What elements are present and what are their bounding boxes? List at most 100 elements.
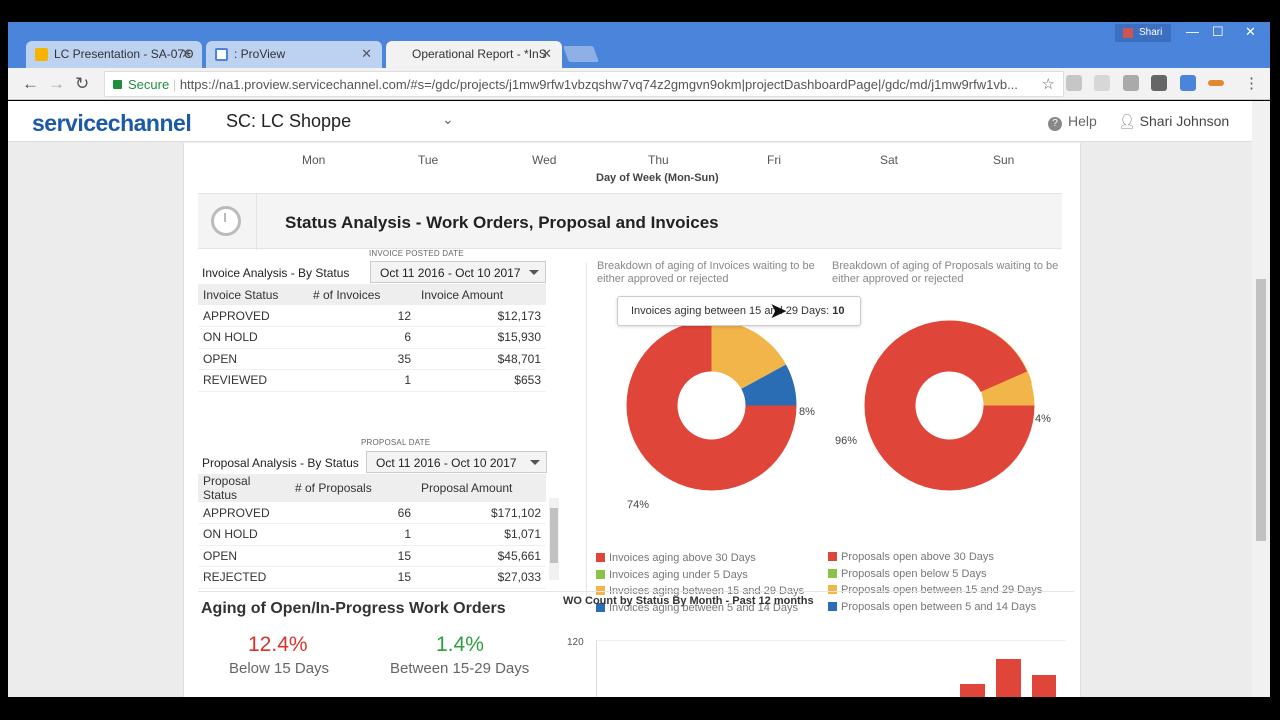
menu-icon[interactable]: ⋮ bbox=[1244, 75, 1259, 92]
site-selector[interactable]: SC: LC Shoppe bbox=[226, 111, 352, 131]
tab-operational-report[interactable]: Operational Report - *InS ✕ bbox=[386, 41, 562, 68]
y-axis bbox=[596, 640, 597, 697]
user-name: Shari Johnson bbox=[1139, 113, 1230, 129]
maximize-icon[interactable]: ☐ bbox=[1212, 24, 1224, 39]
table-row[interactable]: OPEN 15 $45,661 bbox=[198, 545, 546, 567]
legend-item[interactable]: Invoices aging under 5 Days bbox=[596, 569, 748, 581]
legend-item[interactable]: Proposals open below 5 Days bbox=[828, 568, 987, 580]
table-cell: $1,071 bbox=[416, 523, 546, 546]
table-cell: $653 bbox=[416, 369, 546, 392]
extension-icon[interactable] bbox=[1094, 75, 1110, 91]
user-icon: 👤︎ bbox=[1118, 113, 1140, 129]
invoice-table: Invoice Status # of Invoices Invoice Amo… bbox=[198, 284, 546, 392]
profile-badge[interactable]: Shari bbox=[1115, 24, 1171, 42]
table-scrollbar[interactable] bbox=[549, 498, 559, 580]
column-header[interactable]: Invoice Amount bbox=[416, 284, 546, 305]
chevron-down-icon[interactable]: ⌄ bbox=[442, 111, 454, 127]
scroll-thumb[interactable] bbox=[1256, 279, 1266, 541]
user-menu[interactable]: 👤︎ Shari Johnson bbox=[1118, 113, 1229, 130]
address-bar[interactable]: Secure | https://na1.proview.servicechan… bbox=[104, 71, 1064, 97]
below-15-value: 12.4% bbox=[248, 633, 308, 656]
extension-icon[interactable] bbox=[1151, 75, 1167, 91]
invoice-date-dropdown[interactable]: Oct 11 2016 - Oct 10 2017 bbox=[370, 261, 546, 283]
status-analysis-header: Status Analysis - Work Orders, Proposal … bbox=[198, 193, 1062, 250]
table-row[interactable]: APPROVED 66 $171,102 bbox=[198, 502, 546, 524]
extension-icon[interactable] bbox=[1123, 75, 1139, 91]
proview-icon bbox=[215, 48, 228, 61]
table-row[interactable]: APPROVED 12 $12,173 bbox=[198, 305, 546, 327]
help-link[interactable]: ? Help bbox=[1048, 113, 1097, 131]
minimize-icon[interactable]: — bbox=[1186, 24, 1199, 39]
column-header[interactable]: Invoice Status bbox=[198, 284, 308, 305]
wo-bar[interactable] bbox=[996, 659, 1021, 697]
table-cell: $15,930 bbox=[416, 326, 546, 349]
wo-bar[interactable] bbox=[960, 684, 985, 697]
donut-slice-5-14[interactable] bbox=[741, 364, 797, 406]
table-row[interactable]: OPEN 35 $48,701 bbox=[198, 348, 546, 370]
table-row[interactable]: REJECTED 15 $27,033 bbox=[198, 566, 546, 589]
legend-swatch bbox=[596, 553, 605, 562]
extension-icon[interactable] bbox=[1208, 80, 1224, 86]
legend-item[interactable]: Proposals open between 5 and 14 Days bbox=[828, 601, 1036, 613]
table-cell: ON HOLD bbox=[198, 326, 308, 349]
wo-bar[interactable] bbox=[1032, 675, 1056, 697]
chart-tooltip: Invoices aging between 15 and 29 Days: 1… bbox=[617, 296, 861, 326]
proposal-donut-chart[interactable] bbox=[862, 318, 1037, 493]
new-tab-button[interactable] bbox=[563, 46, 599, 62]
legend-item[interactable]: Invoices aging above 30 Days bbox=[596, 552, 756, 564]
weekday-tick: Wed bbox=[532, 153, 557, 167]
page-scrollbar[interactable] bbox=[1252, 101, 1270, 697]
invoice-small-pct: 8% bbox=[799, 406, 815, 418]
donut-slice-15-29[interactable] bbox=[711, 320, 787, 389]
proposal-date-dropdown[interactable]: Oct 11 2016 - Oct 10 2017 bbox=[366, 451, 547, 473]
forward-icon[interactable]: → bbox=[48, 74, 65, 93]
caption-line: Breakdown of aging of Invoices waiting t… bbox=[597, 260, 815, 272]
proposal-date-caption: PROPOSAL DATE bbox=[361, 438, 431, 447]
invoice-date-range: Oct 11 2016 - Oct 10 2017 bbox=[380, 266, 521, 280]
scroll-thumb[interactable] bbox=[550, 508, 558, 563]
clock-icon bbox=[211, 206, 241, 236]
table-row[interactable]: ON HOLD 6 $15,930 bbox=[198, 326, 546, 349]
tab-proview[interactable]: : ProView ✕ bbox=[206, 41, 382, 68]
donut-slice-15-29[interactable] bbox=[981, 376, 1035, 406]
tab-lc-presentation[interactable]: LC Presentation - SA-07Θ ✕ bbox=[26, 41, 202, 68]
weekday-tick: Thu bbox=[648, 153, 669, 167]
proposal-analysis-label: Proposal Analysis - By Status bbox=[202, 456, 359, 470]
aging-title: Aging of Open/In-Progress Work Orders bbox=[201, 600, 506, 617]
column-header[interactable]: Proposal Amount bbox=[416, 474, 546, 502]
cursor-icon: ➤ bbox=[769, 298, 788, 323]
column-header[interactable]: Proposal Status bbox=[198, 474, 290, 502]
table-cell: REVIEWED bbox=[198, 369, 308, 392]
weekday-axis-title: Day of Week (Mon-Sun) bbox=[596, 172, 719, 184]
column-header[interactable]: # of Invoices bbox=[308, 284, 416, 305]
back-icon[interactable]: ← bbox=[22, 74, 39, 93]
donut-slice-above-30[interactable] bbox=[949, 320, 1028, 392]
extension-icon[interactable] bbox=[1066, 75, 1082, 91]
invoice-donut-chart[interactable] bbox=[624, 318, 799, 493]
legend-swatch bbox=[596, 570, 605, 579]
invoice-big-pct: 74% bbox=[627, 499, 650, 511]
table-cell: ON HOLD bbox=[198, 523, 290, 546]
donut-slice-above-30[interactable] bbox=[864, 320, 1035, 491]
column-header[interactable]: # of Proposals bbox=[290, 474, 416, 502]
table-row[interactable]: REVIEWED 1 $653 bbox=[198, 369, 546, 392]
legend-item[interactable]: Proposals open above 30 Days bbox=[828, 551, 994, 563]
close-icon[interactable]: ✕ bbox=[181, 46, 192, 61]
extension-icon[interactable] bbox=[1180, 75, 1196, 91]
table-cell: 66 bbox=[290, 502, 416, 524]
bookmark-star-icon[interactable]: ☆ bbox=[1041, 76, 1055, 93]
donut-slice-above-30[interactable] bbox=[626, 320, 797, 491]
servicechannel-logo[interactable]: servicechannel bbox=[32, 110, 192, 136]
close-icon[interactable]: ✕ bbox=[541, 46, 552, 61]
legend-item[interactable]: Proposals open between 15 and 29 Days bbox=[828, 584, 1042, 596]
reload-icon[interactable]: ↻ bbox=[75, 74, 90, 93]
legend-item[interactable]: Invoices aging between 5 and 14 Days bbox=[596, 602, 798, 614]
invoice-donut-caption: Breakdown of aging of Invoices waiting t… bbox=[597, 260, 815, 286]
weekday-tick: Sat bbox=[880, 153, 899, 167]
invoice-date-caption: INVOICE POSTED DATE bbox=[369, 249, 464, 258]
close-window-icon[interactable]: ✕ bbox=[1245, 24, 1256, 39]
table-cell: 15 bbox=[290, 566, 416, 589]
close-icon[interactable]: ✕ bbox=[361, 46, 372, 61]
table-row[interactable]: ON HOLD 1 $1,071 bbox=[198, 523, 546, 546]
weekday-tick: Fri bbox=[767, 153, 781, 167]
